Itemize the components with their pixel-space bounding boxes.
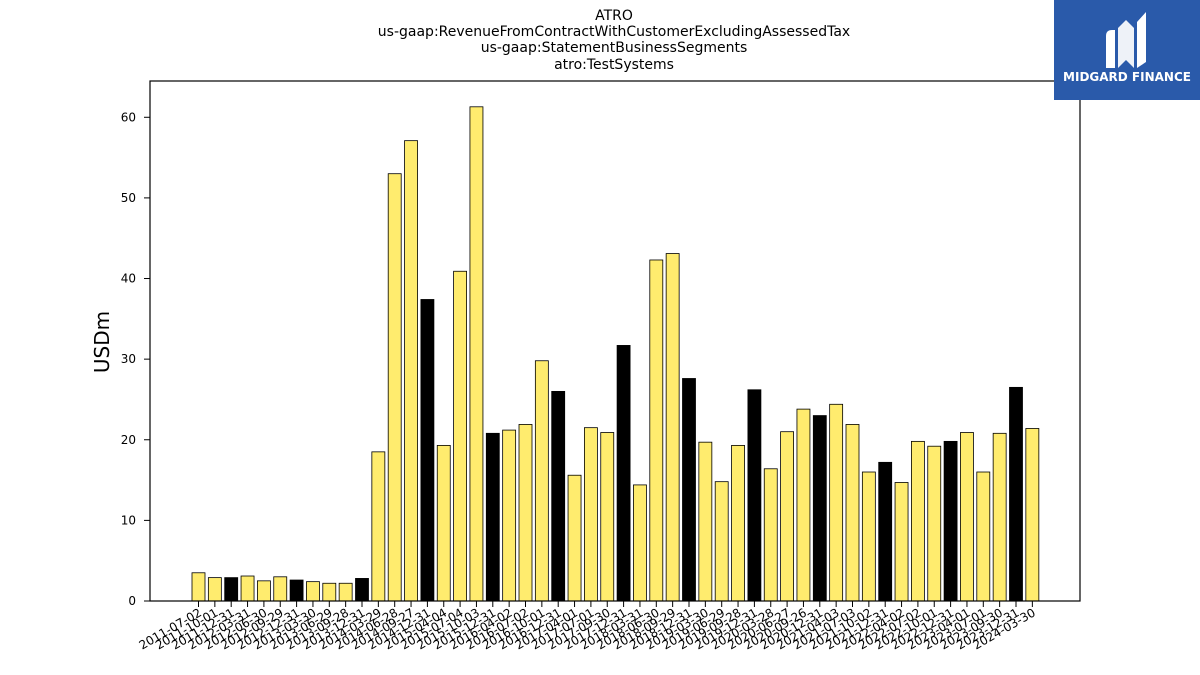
bar-2024-03-30 [1025, 428, 1040, 602]
y-tick-label: 30 [121, 352, 136, 366]
chart-title-line-4: atro:TestSystems [554, 57, 674, 73]
bar-2022-10-01 [927, 445, 942, 602]
bar-2018-03-31 [633, 484, 647, 602]
bar-2019-06-29 [714, 481, 729, 602]
chart-title-line-2: us-gaap:RevenueFromContractWithCustomerE… [378, 24, 850, 40]
bar-2023-07-01 [976, 471, 991, 602]
brand-name: MIDGARD FINANCE [1063, 70, 1191, 84]
bar-2017-12-31 [616, 345, 631, 602]
chart-title-line-3: us-gaap:StatementBusinessSegments [481, 40, 748, 56]
bar-2011-10-01 [207, 577, 222, 602]
plot-frame [149, 80, 1081, 602]
bar-2018-09-29 [665, 253, 680, 602]
bar-2023-12-31 [1009, 386, 1023, 602]
y-tick-label: 60 [121, 110, 136, 124]
bar-2019-03-30 [698, 441, 713, 602]
bar-2020-03-28 [763, 468, 778, 602]
bar-series [191, 106, 1040, 602]
bar-2013-12-31 [355, 578, 369, 602]
y-tick-label: 40 [121, 272, 136, 286]
x-axis: 2011-07-022011-10-012011-12-312012-03-31… [137, 601, 1038, 652]
bar-2012-12-31 [289, 579, 304, 602]
bar-2017-04-01 [567, 474, 582, 602]
y-tick-label: 0 [128, 594, 136, 608]
bar-2020-09-26 [796, 408, 811, 602]
bar-2013-03-30 [306, 581, 320, 602]
bar-2021-10-02 [861, 471, 876, 602]
y-axis-label: USDm [90, 311, 114, 373]
bar-2015-07-04 [453, 270, 468, 602]
brand-mark-icon [1106, 12, 1146, 68]
bar-2014-09-27 [404, 140, 418, 602]
bar-2017-07-01 [584, 427, 598, 602]
bar-2023-04-01 [960, 432, 974, 602]
bar-2022-04-02 [894, 482, 909, 602]
bar-2018-12-31 [682, 378, 696, 602]
bar-2018-06-30 [649, 259, 664, 602]
bar-2015-04-04 [436, 444, 451, 602]
brand-logo: MIDGARD FINANCE [1054, 0, 1200, 100]
chart-title: ATRO us-gaap:RevenueFromContractWithCust… [378, 8, 850, 73]
bar-2016-12-31 [551, 390, 566, 602]
bar-2020-12-31 [812, 415, 827, 602]
bar-2015-10-03 [469, 106, 484, 602]
bar-2021-04-03 [829, 403, 844, 602]
bar-2014-06-28 [387, 173, 402, 602]
bar-2012-09-29 [273, 576, 288, 602]
bar-2016-07-02 [518, 424, 533, 602]
bar-2014-03-29 [371, 451, 386, 602]
bar-2016-10-01 [534, 360, 549, 602]
bar-2012-03-31 [240, 575, 255, 602]
bar-2011-07-02 [191, 572, 206, 602]
bar-2011-12-31 [224, 577, 239, 602]
bar-2013-06-29 [322, 582, 337, 602]
chart-title-line-1: ATRO [595, 8, 633, 24]
bar-2012-06-30 [256, 580, 271, 602]
bar-2022-07-02 [911, 440, 925, 602]
bar-2015-12-31 [485, 432, 500, 602]
y-tick-label: 20 [121, 433, 136, 447]
bar-2019-09-28 [731, 444, 745, 602]
bar-2013-09-28 [338, 582, 353, 602]
bar-2022-12-31 [943, 440, 958, 602]
bar-2019-12-31 [747, 389, 762, 602]
bar-2023-09-30 [992, 432, 1007, 602]
bar-2021-07-03 [845, 424, 860, 602]
bar-2016-04-02 [502, 429, 517, 602]
y-tick-label: 10 [121, 513, 136, 527]
bar-2020-06-27 [780, 431, 794, 602]
y-axis: 0 10 20 30 40 50 60 [121, 110, 150, 608]
bar-2021-12-31 [878, 461, 893, 602]
bar-2014-12-31 [420, 299, 435, 602]
y-tick-label: 50 [121, 191, 136, 205]
bar-2017-09-30 [600, 432, 615, 602]
